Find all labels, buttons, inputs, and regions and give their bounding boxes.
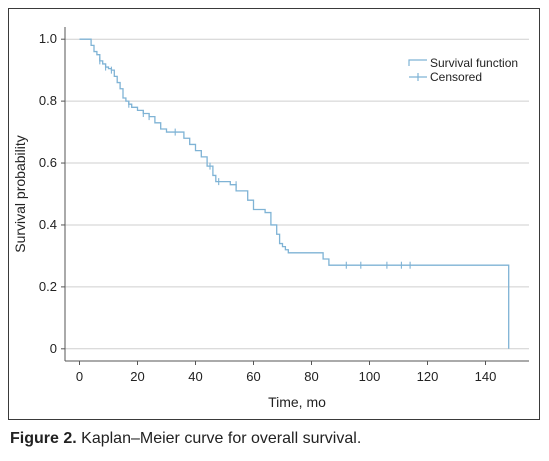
y-tick-label: 0.4 (39, 217, 57, 232)
grid-lines (65, 38, 529, 350)
censored-marks-group (99, 57, 411, 269)
y-tick-label: 0.8 (39, 93, 57, 108)
figure-frame: 1.0 0.8 0.6 0.4 0.2 0 0 20 40 60 80 100 120 140 Time,… (8, 8, 540, 420)
x-tick-label: 120 (417, 369, 439, 384)
x-tick-label: 60 (246, 369, 260, 384)
figure-caption: Figure 2. Kaplan–Meier curve for overall… (10, 430, 540, 448)
legend-censored-label: Censored (430, 70, 482, 84)
y-tick-label: 0.2 (39, 279, 57, 294)
x-tick-label: 100 (359, 369, 381, 384)
y-tick-label: 0 (50, 341, 57, 356)
caption-label: Figure 2. (10, 430, 77, 447)
legend: Survival function Censored (408, 56, 518, 84)
x-tick-label: 140 (475, 369, 497, 384)
axes (61, 27, 529, 365)
km-chart: 1.0 0.8 0.6 0.4 0.2 0 0 20 40 60 80 100 120 140 Time,… (12, 27, 529, 410)
x-tick-label: 40 (188, 369, 202, 384)
x-axis-label: Time, mo (268, 394, 326, 410)
legend-survival-swatch (408, 59, 427, 66)
y-axis-label: Survival probability (12, 135, 28, 253)
legend-survival-label: Survival function (430, 56, 518, 70)
caption-text: Kaplan–Meier curve for overall survival. (81, 430, 362, 447)
x-tick-label: 20 (130, 369, 144, 384)
y-tick-label: 1.0 (39, 31, 57, 46)
tick-labels: 1.0 0.8 0.6 0.4 0.2 0 0 20 40 60 80 100 120 140 (39, 31, 496, 384)
x-tick-label: 80 (304, 369, 318, 384)
survival-curve (79, 38, 510, 349)
x-tick-label: 0 (76, 369, 83, 384)
survival-curve-group (79, 38, 510, 349)
y-tick-label: 0.6 (39, 155, 57, 170)
